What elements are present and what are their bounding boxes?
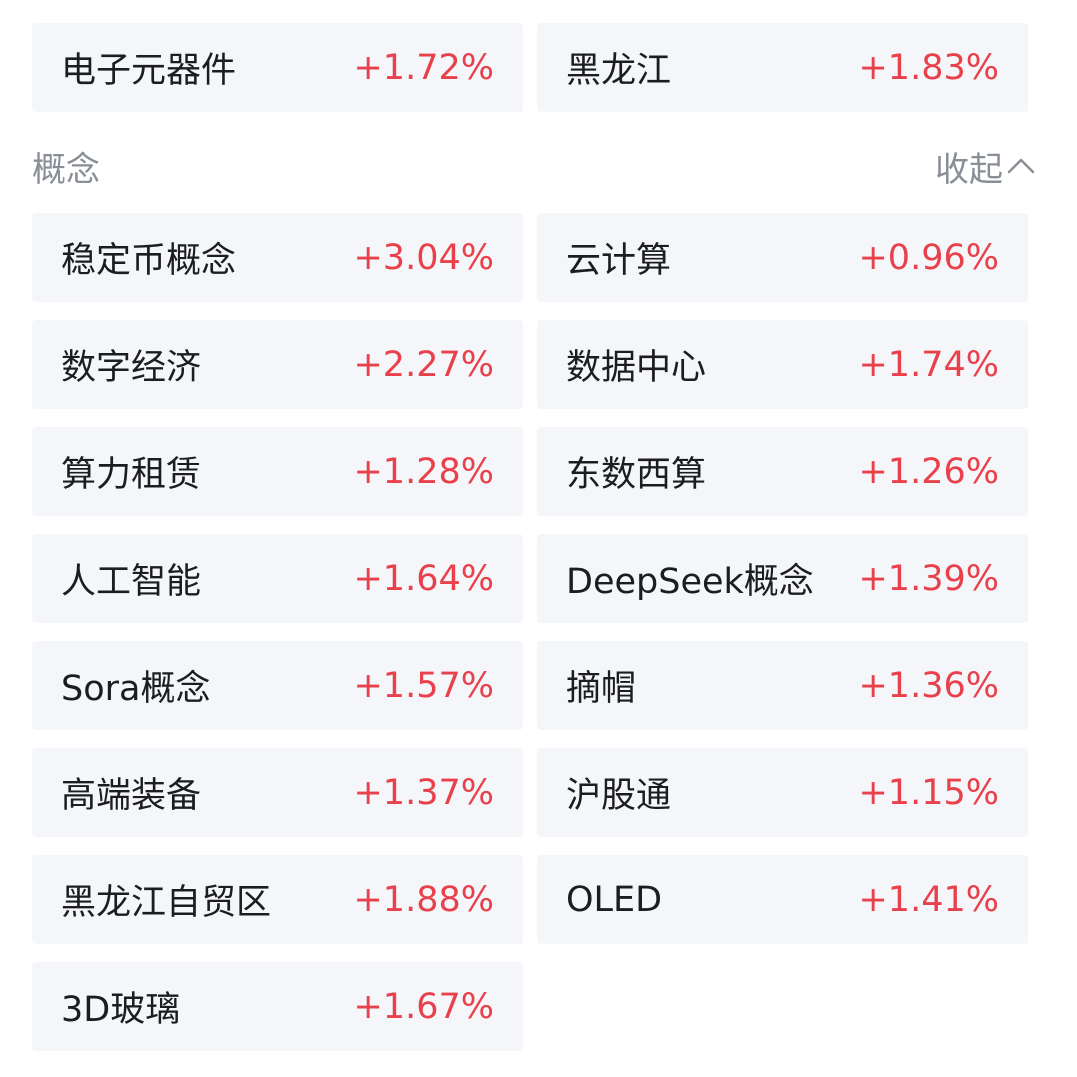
sector-change: +1.72%	[353, 47, 494, 88]
concept-change: +1.57%	[353, 665, 494, 706]
concept-change: +1.39%	[858, 558, 999, 599]
concept-card[interactable]: 沪股通 +1.15%	[537, 748, 1028, 837]
concept-card[interactable]: 东数西算 +1.26%	[537, 427, 1028, 516]
concept-change: +1.41%	[858, 879, 999, 920]
concept-section-header: 概念 收起	[32, 140, 1037, 192]
collapse-button[interactable]: 收起	[935, 142, 1037, 191]
concept-change: +1.67%	[353, 986, 494, 1027]
concept-change: +1.37%	[353, 772, 494, 813]
concept-change: +1.26%	[858, 451, 999, 492]
concept-card[interactable]: DeepSeek概念 +1.39%	[537, 534, 1028, 623]
concept-change: +3.04%	[353, 237, 494, 278]
concept-name: 稳定币概念	[61, 241, 237, 281]
concept-name: 摘帽	[566, 669, 637, 709]
chevron-up-icon	[1007, 158, 1035, 174]
concept-name: 人工智能	[61, 562, 202, 602]
concept-name: 数字经济	[61, 348, 202, 388]
concept-card[interactable]: 高端装备 +1.37%	[32, 748, 523, 837]
concept-card[interactable]: 摘帽 +1.36%	[537, 641, 1028, 730]
concept-name: 云计算	[566, 241, 672, 281]
sector-name: 电子元器件	[61, 51, 237, 91]
concept-card[interactable]: 3D玻璃 +1.67%	[32, 962, 523, 1051]
concept-card[interactable]: 云计算 +0.96%	[537, 213, 1028, 302]
sector-card[interactable]: 黑龙江 +1.83%	[537, 23, 1028, 112]
sector-card[interactable]: 电子元器件 +1.72%	[32, 23, 523, 112]
concept-change: +1.74%	[858, 344, 999, 385]
concept-card[interactable]: 人工智能 +1.64%	[32, 534, 523, 623]
concept-name: 东数西算	[566, 455, 707, 495]
concept-card[interactable]: 数字经济 +2.27%	[32, 320, 523, 409]
concept-change: +1.88%	[353, 879, 494, 920]
concept-name: DeepSeek概念	[566, 562, 814, 602]
top-sector-grid: 电子元器件 +1.72% 黑龙江 +1.83%	[32, 23, 1028, 112]
concept-change: +1.36%	[858, 665, 999, 706]
concept-change: +1.28%	[353, 451, 494, 492]
sector-name: 黑龙江	[566, 51, 672, 91]
collapse-label: 收起	[935, 149, 1003, 190]
concept-card[interactable]: OLED +1.41%	[537, 855, 1028, 944]
concept-change: +1.15%	[858, 772, 999, 813]
concept-name: Sora概念	[61, 669, 211, 709]
concept-change: +1.64%	[353, 558, 494, 599]
section-title: 概念	[32, 149, 100, 190]
concept-name: 算力租赁	[61, 455, 202, 495]
concept-name: 高端装备	[61, 776, 202, 816]
concept-name: OLED	[566, 879, 663, 920]
concept-name: 数据中心	[566, 348, 707, 388]
concept-name: 黑龙江自贸区	[61, 883, 272, 923]
concept-card[interactable]: 黑龙江自贸区 +1.88%	[32, 855, 523, 944]
sector-change: +1.83%	[858, 47, 999, 88]
concept-name: 3D玻璃	[61, 990, 181, 1030]
concept-change: +2.27%	[353, 344, 494, 385]
concept-grid: 稳定币概念 +3.04% 云计算 +0.96% 数字经济 +2.27% 数据中心…	[32, 213, 1028, 1051]
concept-card[interactable]: 稳定币概念 +3.04%	[32, 213, 523, 302]
concept-card[interactable]: 算力租赁 +1.28%	[32, 427, 523, 516]
concept-card[interactable]: 数据中心 +1.74%	[537, 320, 1028, 409]
concept-change: +0.96%	[858, 237, 999, 278]
concept-card[interactable]: Sora概念 +1.57%	[32, 641, 523, 730]
concept-name: 沪股通	[566, 776, 672, 816]
